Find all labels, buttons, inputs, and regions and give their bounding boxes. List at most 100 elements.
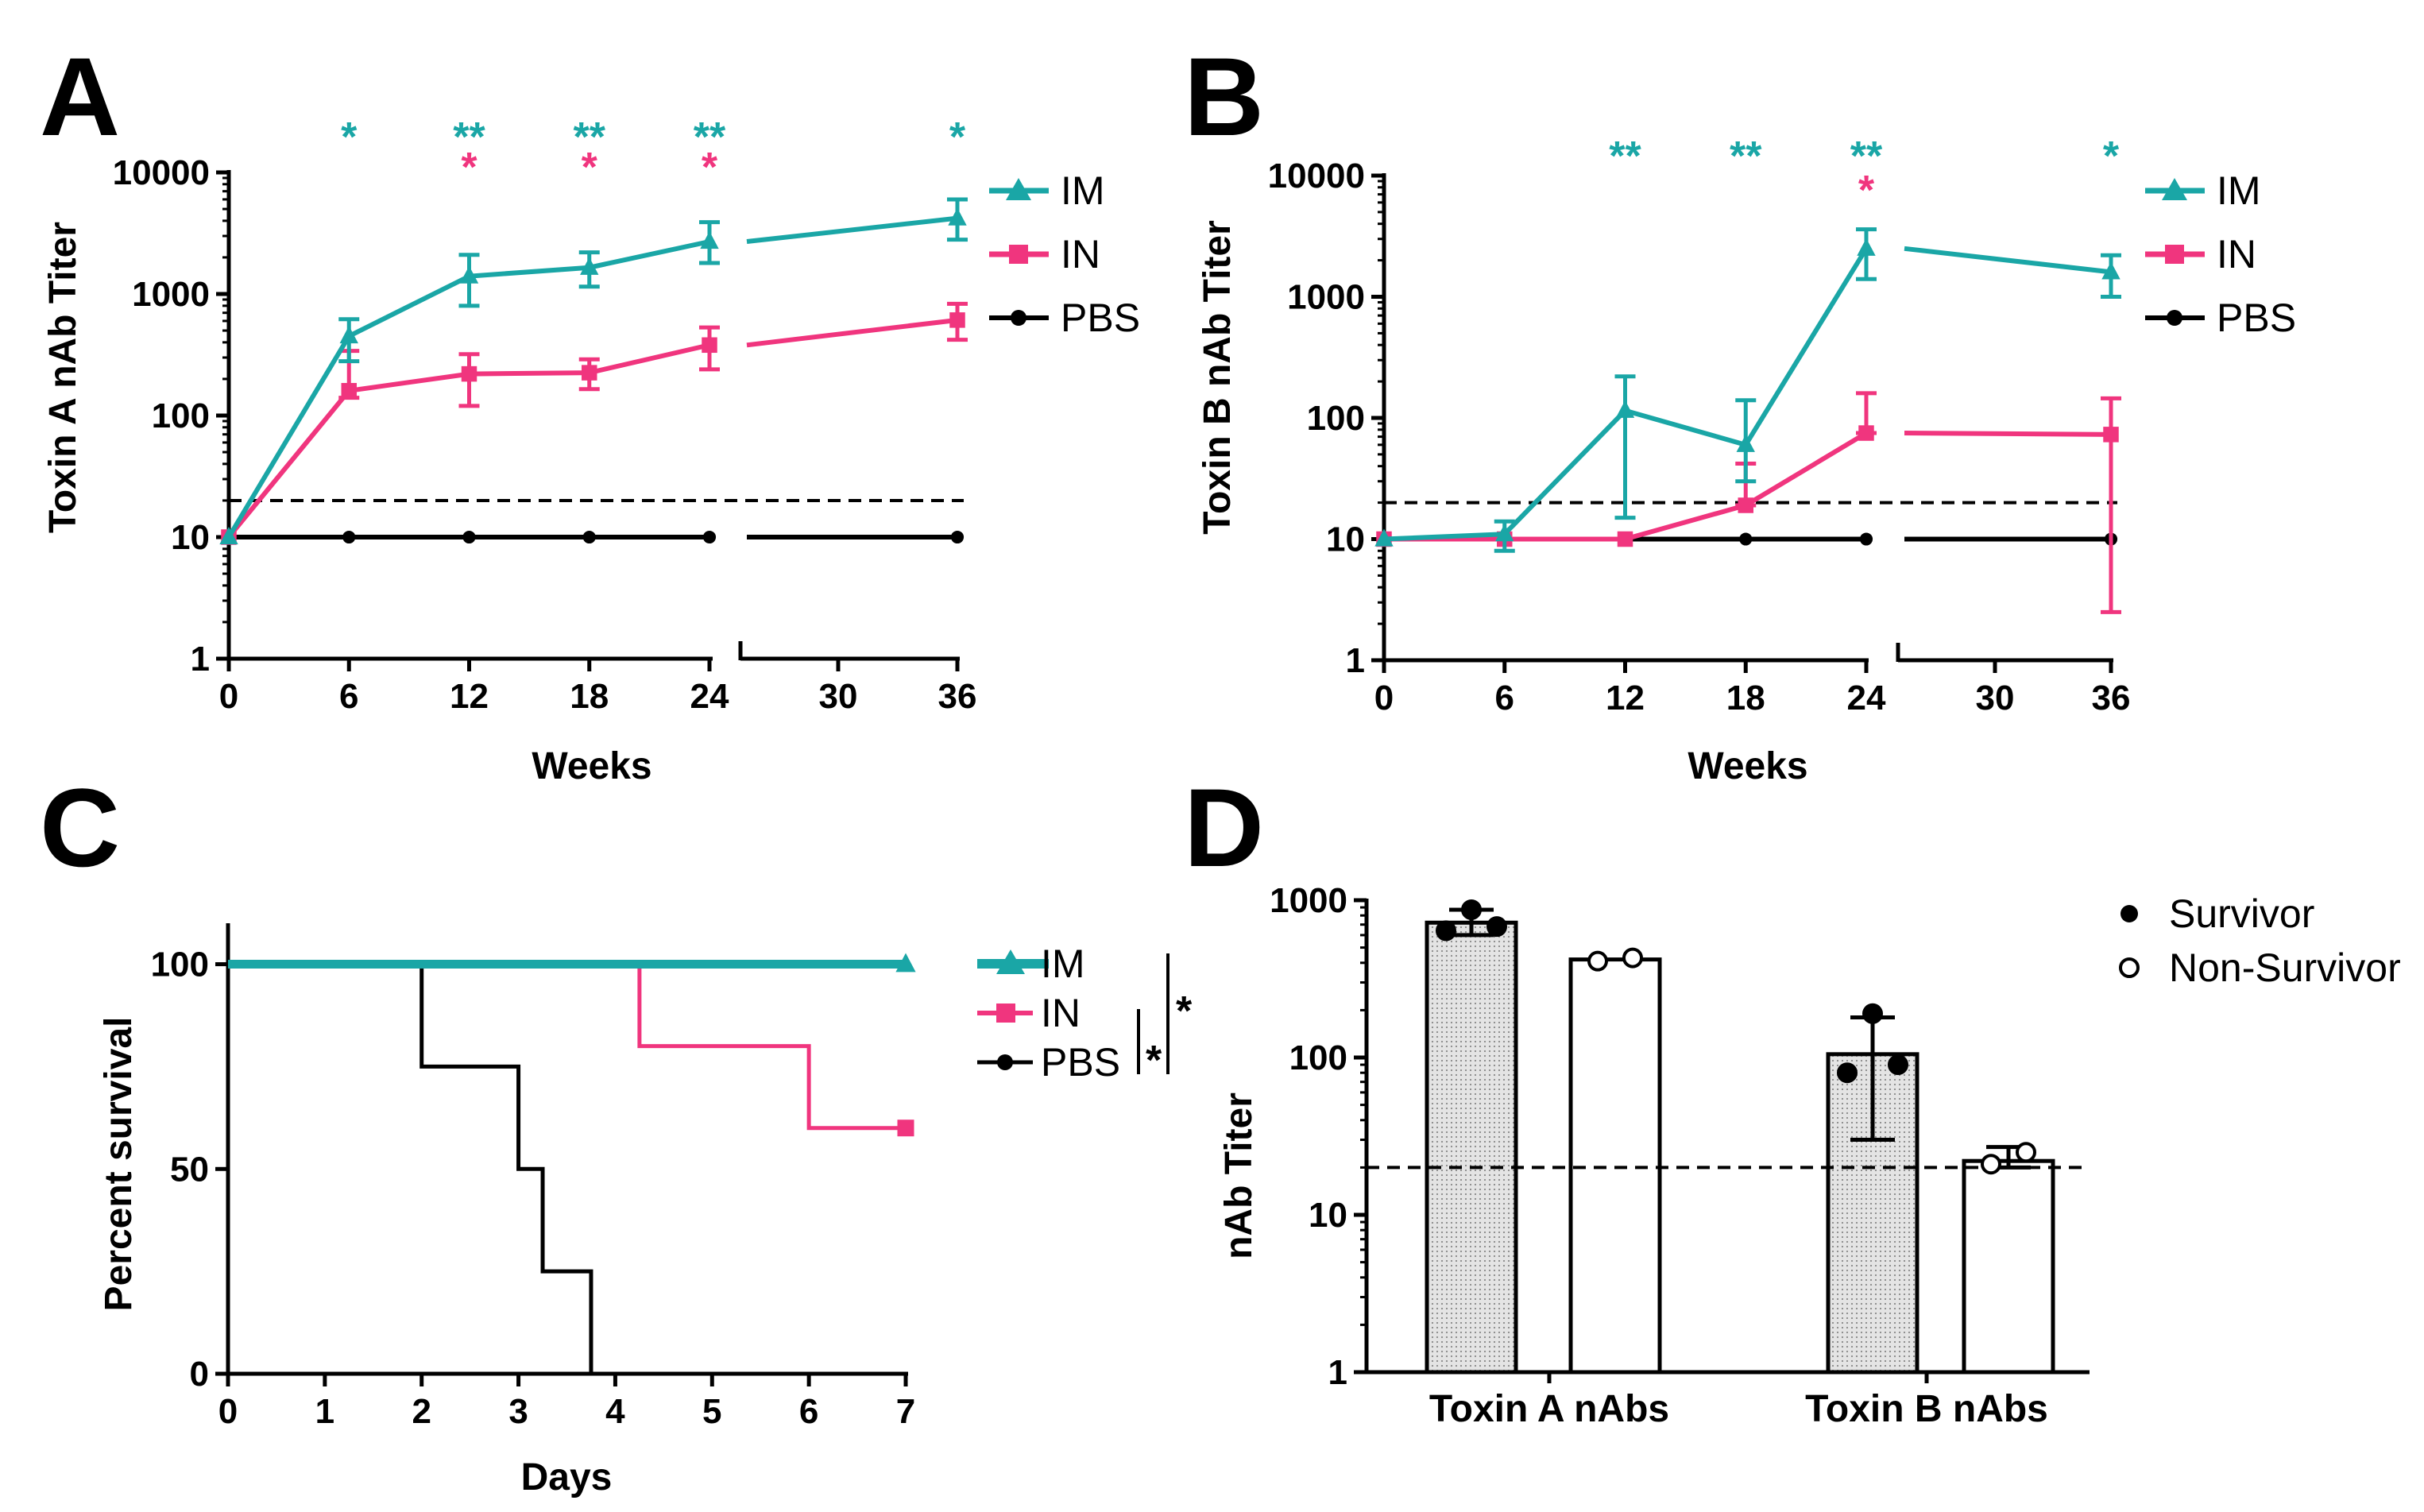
- y-tick-label: 1000: [132, 275, 210, 314]
- x-tick-label: 6: [1495, 679, 1514, 717]
- legend-non-survivor-label: Non-Survivor: [2169, 945, 2401, 990]
- legend-c-in-marker: [996, 1003, 1015, 1023]
- series-im-point: [1495, 524, 1514, 542]
- survival-in-line: [228, 962, 906, 1131]
- significance-in-label: *: [1858, 168, 1875, 214]
- x-tick-label: 0: [219, 677, 238, 716]
- legend-in-label: IN: [1061, 232, 1100, 276]
- series-in-point: [702, 337, 717, 354]
- series-im-point: [339, 326, 358, 344]
- panel-b: B Toxin B nAb Titer Weeks 1 10 100 1000 1000…: [1184, 34, 2296, 787]
- legend-b-im-marker: [2162, 178, 2187, 200]
- series-in-point: [1617, 531, 1633, 547]
- panel-d-label: D: [1184, 765, 1264, 890]
- y-tick-label: 1000: [1287, 278, 1365, 317]
- legend-non-survivor-marker: [2119, 957, 2140, 978]
- legend-c-in-label: IN: [1041, 991, 1081, 1035]
- survival-im-endpoint: [895, 953, 916, 973]
- non-survivor-point: [1981, 1154, 2001, 1175]
- survival-pbs-line: [228, 962, 593, 1374]
- survivor-point: [1888, 1054, 1908, 1076]
- x-tick-label: 6: [339, 677, 358, 716]
- series-in-point: [1738, 497, 1753, 513]
- x-tick-label: 36: [938, 677, 977, 716]
- panel-d-ylabel: nAb Titer: [1218, 1092, 1260, 1259]
- y-tick-label: 100: [151, 945, 209, 984]
- x-tick-label: 18: [1726, 679, 1765, 717]
- sig-star-im-pbs: *: [1176, 988, 1193, 1034]
- significance-im-label: **: [574, 114, 606, 160]
- legend-b-pbs-label: PBS: [2217, 296, 2296, 340]
- series-im-point: [219, 527, 238, 545]
- bar-non-survivor: [1568, 957, 1662, 1375]
- x-category-label: Toxin B nAbs: [1805, 1388, 2048, 1430]
- survivor-point: [1486, 916, 1507, 938]
- series-im-point: [580, 257, 599, 275]
- x-tick-label: 7: [896, 1392, 915, 1431]
- panel-b-label: B: [1184, 34, 1264, 159]
- y-tick-label: 50: [170, 1150, 209, 1189]
- x-tick-label: 36: [2092, 679, 2131, 717]
- bar-non-survivor: [1962, 1158, 2055, 1375]
- series-im-point: [948, 207, 967, 226]
- panel-c-plot: 0 50 100 0 1 2 3 4 5 6 7: [151, 923, 916, 1431]
- series-in-point: [1858, 425, 1874, 441]
- panel-a-label: A: [40, 34, 120, 159]
- x-tick-label: 12: [450, 677, 489, 716]
- significance-im-label: *: [949, 114, 966, 160]
- series-in-line-right: [746, 317, 958, 348]
- series-im-line-right: [746, 215, 958, 244]
- sig-star-in-pbs: *: [1146, 1038, 1162, 1084]
- x-tick-label: 18: [570, 677, 609, 716]
- significance-im-label: **: [1609, 133, 1641, 180]
- panel-c-legend: IM IN PBS * *: [977, 942, 1193, 1085]
- survivor-point: [1862, 1003, 1883, 1024]
- x-tick-label: 3: [508, 1392, 528, 1431]
- x-tick-label: 12: [1606, 679, 1645, 717]
- series-pbs-point: [1859, 532, 1873, 546]
- panel-b-legend: IM IN PBS: [2145, 168, 2296, 340]
- y-tick-label: 100: [1289, 1038, 1347, 1077]
- panel-a-xlabel: Weeks: [532, 745, 651, 787]
- significance-im-label: **: [1850, 133, 1883, 180]
- x-tick-label: 4: [605, 1392, 625, 1431]
- series-im-line-right: [1904, 246, 2112, 275]
- x-tick-label: 30: [1976, 679, 2015, 717]
- panel-d: D nAb Titer 1 10 100 1000 Toxin A nAbs Toxin …: [1184, 765, 2401, 1430]
- legend-c-im-marker: [996, 949, 1025, 974]
- legend-c-im-label: IM: [1041, 942, 1085, 986]
- series-pbs-point: [342, 530, 356, 544]
- y-tick-label: 10000: [1268, 157, 1365, 195]
- x-tick-label: 5: [702, 1392, 721, 1431]
- series-in-point: [461, 365, 477, 382]
- significance-in-label: *: [461, 145, 477, 191]
- series-im-point: [1857, 238, 1876, 256]
- series-pbs-point: [702, 530, 717, 544]
- series-im-point: [1374, 528, 1394, 547]
- legend-pbs-label: PBS: [1061, 296, 1140, 340]
- panel-c-xlabel: Days: [521, 1456, 613, 1498]
- panel-a: A Toxin A nAb Titer Weeks 1 10 100 1000 1000…: [40, 34, 1140, 787]
- legend-c-pbs-label: PBS: [1041, 1040, 1120, 1085]
- x-tick-label: 1: [315, 1392, 334, 1431]
- series-im-point: [700, 231, 719, 249]
- legend-survivor-label: Survivor: [2169, 891, 2314, 936]
- panel-a-legend: IM IN PBS: [989, 168, 1140, 340]
- series-im-point: [459, 265, 479, 284]
- panel-c-ylabel: Percent survival: [98, 1017, 140, 1312]
- survivor-point: [1436, 920, 1456, 942]
- y-tick-label: 1: [1328, 1353, 1347, 1392]
- x-tick-label: 24: [690, 677, 729, 716]
- x-tick-label: 30: [819, 677, 858, 716]
- y-tick-label: 10: [1309, 1196, 1347, 1235]
- y-tick-label: 100: [1307, 399, 1365, 438]
- survivor-point: [1461, 899, 1482, 920]
- legend-im-label: IM: [1061, 168, 1105, 213]
- legend-im-marker: [1006, 178, 1031, 200]
- panel-d-legend: Survivor Non-Survivor: [2119, 891, 2401, 990]
- legend-b-im-label: IM: [2217, 168, 2261, 213]
- series-in-point: [949, 312, 965, 328]
- panel-c-label: C: [40, 765, 120, 890]
- series-in-line-right: [1904, 431, 2112, 437]
